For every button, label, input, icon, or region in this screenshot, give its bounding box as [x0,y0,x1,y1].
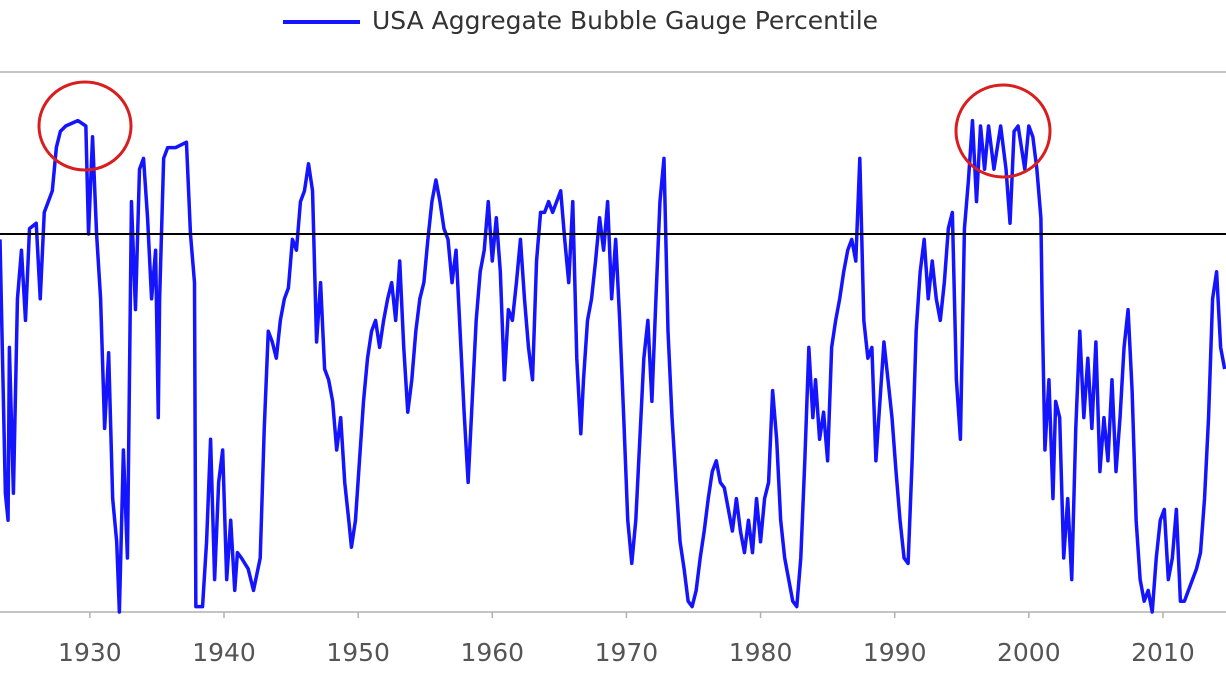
data-line [0,118,1226,614]
x-tick-label: 1970 [595,638,659,667]
x-tick-label: 1980 [729,638,793,667]
x-tick-label: 2000 [997,638,1061,667]
highlight-circle [954,83,1052,179]
x-tick-label: 1930 [58,638,122,667]
x-tick-label: 1990 [863,638,927,667]
x-tick-label: 1950 [326,638,390,667]
x-tick-label: 2010 [1131,638,1195,667]
legend-label: USA Aggregate Bubble Gauge Percentile [372,6,878,35]
legend: USA Aggregate Bubble Gauge Percentile [283,6,878,35]
highlight-circle [37,80,133,172]
x-tick-label: 1960 [460,638,524,667]
x-tick-label: 1940 [192,638,256,667]
